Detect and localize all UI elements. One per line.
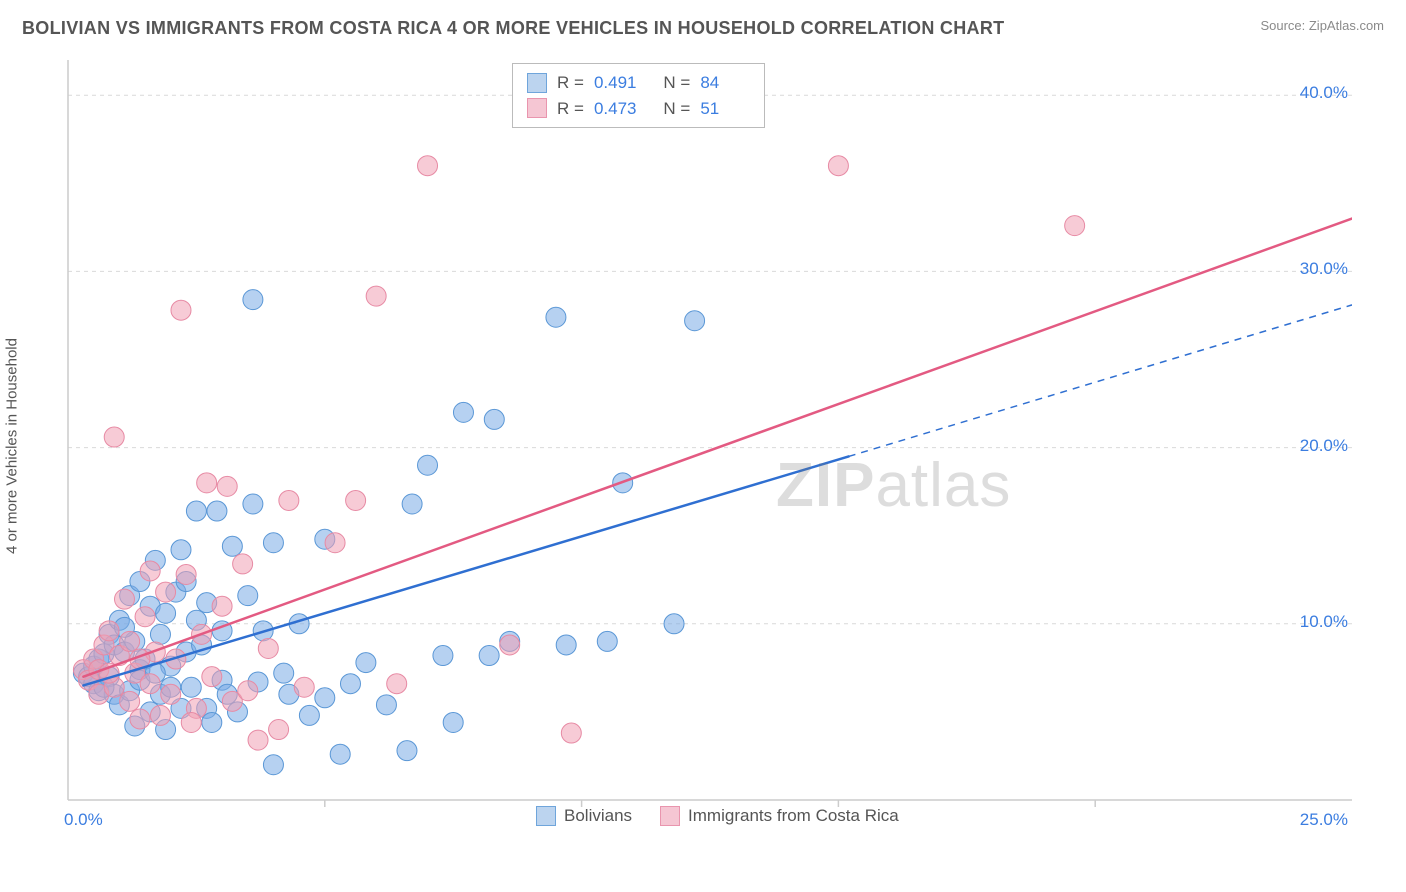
series-legend-item: Bolivians [536, 806, 632, 826]
stat-r-label: R = [557, 96, 584, 122]
y-axis-label: 4 or more Vehicles in Household [4, 338, 21, 554]
series-legend-item: Immigrants from Costa Rica [660, 806, 899, 826]
x-tick-label: 25.0% [1300, 810, 1348, 830]
stat-r-value: 0.473 [594, 96, 644, 122]
stat-r-value: 0.491 [594, 70, 644, 96]
series-name: Immigrants from Costa Rica [688, 806, 899, 826]
series-name: Bolivians [564, 806, 632, 826]
stat-n-value: 51 [700, 96, 750, 122]
y-tick-label: 20.0% [1300, 436, 1348, 456]
stats-row: R = 0.473 N = 51 [527, 96, 750, 122]
series-legend: Bolivians Immigrants from Costa Rica [536, 806, 899, 826]
legend-swatch [527, 73, 547, 93]
stat-n-label: N = [654, 96, 690, 122]
y-tick-label: 10.0% [1300, 612, 1348, 632]
stat-n-label: N = [654, 70, 690, 96]
stat-n-value: 84 [700, 70, 750, 96]
legend-swatch [660, 806, 680, 826]
source-label: Source: ZipAtlas.com [1260, 18, 1384, 33]
y-tick-label: 30.0% [1300, 259, 1348, 279]
legend-swatch [527, 98, 547, 118]
stats-row: R = 0.491 N = 84 [527, 70, 750, 96]
scatter-plot-svg [56, 60, 1352, 828]
stat-r-label: R = [557, 70, 584, 96]
stats-legend-box: R = 0.491 N = 84 R = 0.473 N = 51 [512, 63, 765, 128]
legend-swatch [536, 806, 556, 826]
y-tick-label: 40.0% [1300, 83, 1348, 103]
plot-container: ZIPatlas R =0.491 N =84R =0.473 N =51 Bo… [56, 60, 1352, 828]
chart-title: BOLIVIAN VS IMMIGRANTS FROM COSTA RICA 4… [22, 18, 1004, 39]
x-tick-label: 0.0% [64, 810, 103, 830]
